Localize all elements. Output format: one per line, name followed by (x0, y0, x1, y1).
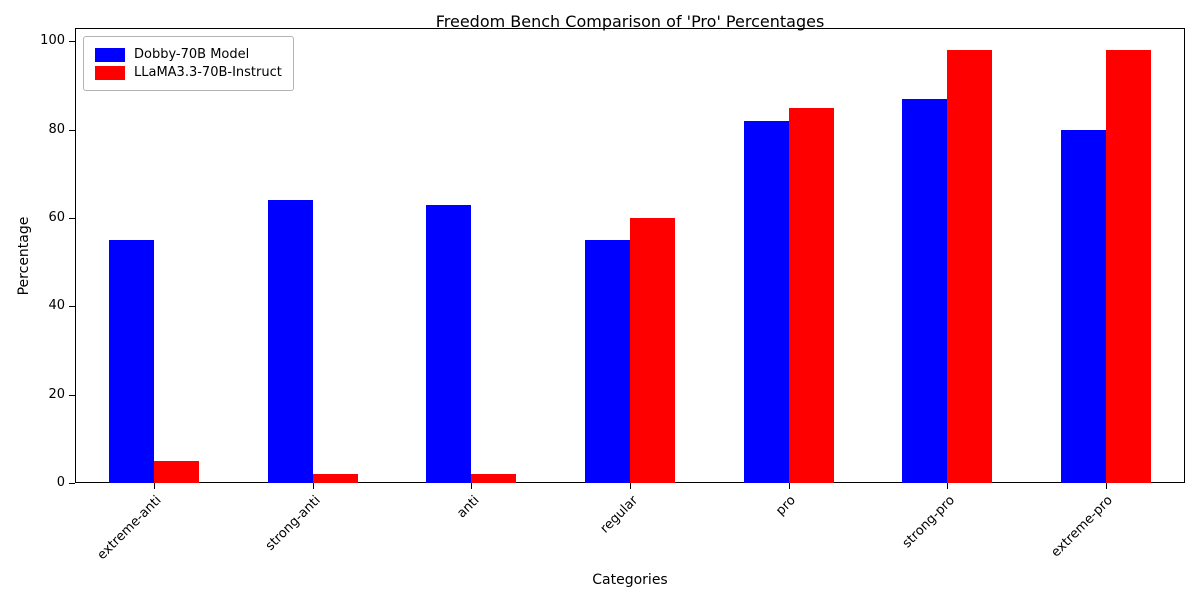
y-axis-label: Percentage (16, 216, 32, 296)
x-tick-mark (630, 483, 631, 489)
y-tick-mark (69, 217, 75, 219)
bar-dobby-extreme-pro (1060, 129, 1106, 483)
x-tick-label: anti (453, 493, 483, 522)
bar-dobby-strong-anti (267, 200, 313, 483)
y-tick-label: 100 (40, 33, 65, 49)
bar-llama-regular (630, 217, 675, 483)
y-tick-label: 80 (48, 121, 65, 137)
legend-label-llama: LLaMA3.3-70B-Instruct (134, 65, 282, 80)
y-tick-mark (69, 129, 75, 131)
legend-label-dobby: Dobby-70B Model (134, 47, 250, 62)
x-tick-label: regular (597, 493, 641, 537)
bar-llama-anti (471, 474, 517, 483)
chart-title: Freedom Bench Comparison of 'Pro' Percen… (435, 12, 825, 31)
bar-dobby-pro (743, 120, 789, 483)
bar-llama-strong-anti (312, 474, 358, 483)
x-tick-mark (154, 483, 156, 489)
x-tick-mark (788, 483, 790, 489)
x-tick-mark (1105, 483, 1107, 489)
y-tick-mark (69, 483, 75, 484)
bar-llama-extreme-anti (154, 460, 200, 483)
bar-dobby-regular (585, 240, 630, 483)
x-tick-label: strong-pro (899, 493, 958, 552)
x-tick-mark (947, 483, 949, 489)
x-tick-mark (471, 483, 473, 489)
legend-swatch-llama-icon (95, 65, 125, 80)
x-tick-label: strong-anti (262, 493, 324, 554)
bar-dobby-extreme-anti (109, 240, 155, 483)
y-tick-label: 60 (48, 209, 65, 225)
legend-swatch-dobby-icon (95, 47, 125, 62)
y-tick-label: 20 (48, 386, 65, 402)
legend-entry-dobby: Dobby-70B Model (95, 47, 282, 62)
x-tick-label: pro (773, 493, 800, 519)
bar-dobby-anti (426, 204, 472, 483)
bar-llama-extreme-pro (1105, 50, 1151, 483)
y-tick-label: 0 (56, 475, 65, 490)
y-tick-mark (69, 306, 75, 308)
x-axis-label: Categories (592, 572, 668, 588)
bar-dobby-strong-pro (902, 98, 948, 483)
bar-llama-pro (788, 107, 834, 483)
y-tick-label: 40 (48, 298, 65, 314)
y-tick-mark (69, 394, 75, 396)
x-tick-mark (312, 483, 314, 489)
x-tick-label: extreme-anti (94, 493, 165, 563)
y-tick-mark (69, 41, 75, 43)
legend-entry-llama: LLaMA3.3-70B-Instruct (95, 65, 282, 80)
legend: Dobby-70B Model LLaMA3.3-70B-Instruct (83, 36, 294, 91)
bar-llama-strong-pro (947, 50, 993, 483)
x-tick-label: extreme-pro (1048, 493, 1117, 561)
